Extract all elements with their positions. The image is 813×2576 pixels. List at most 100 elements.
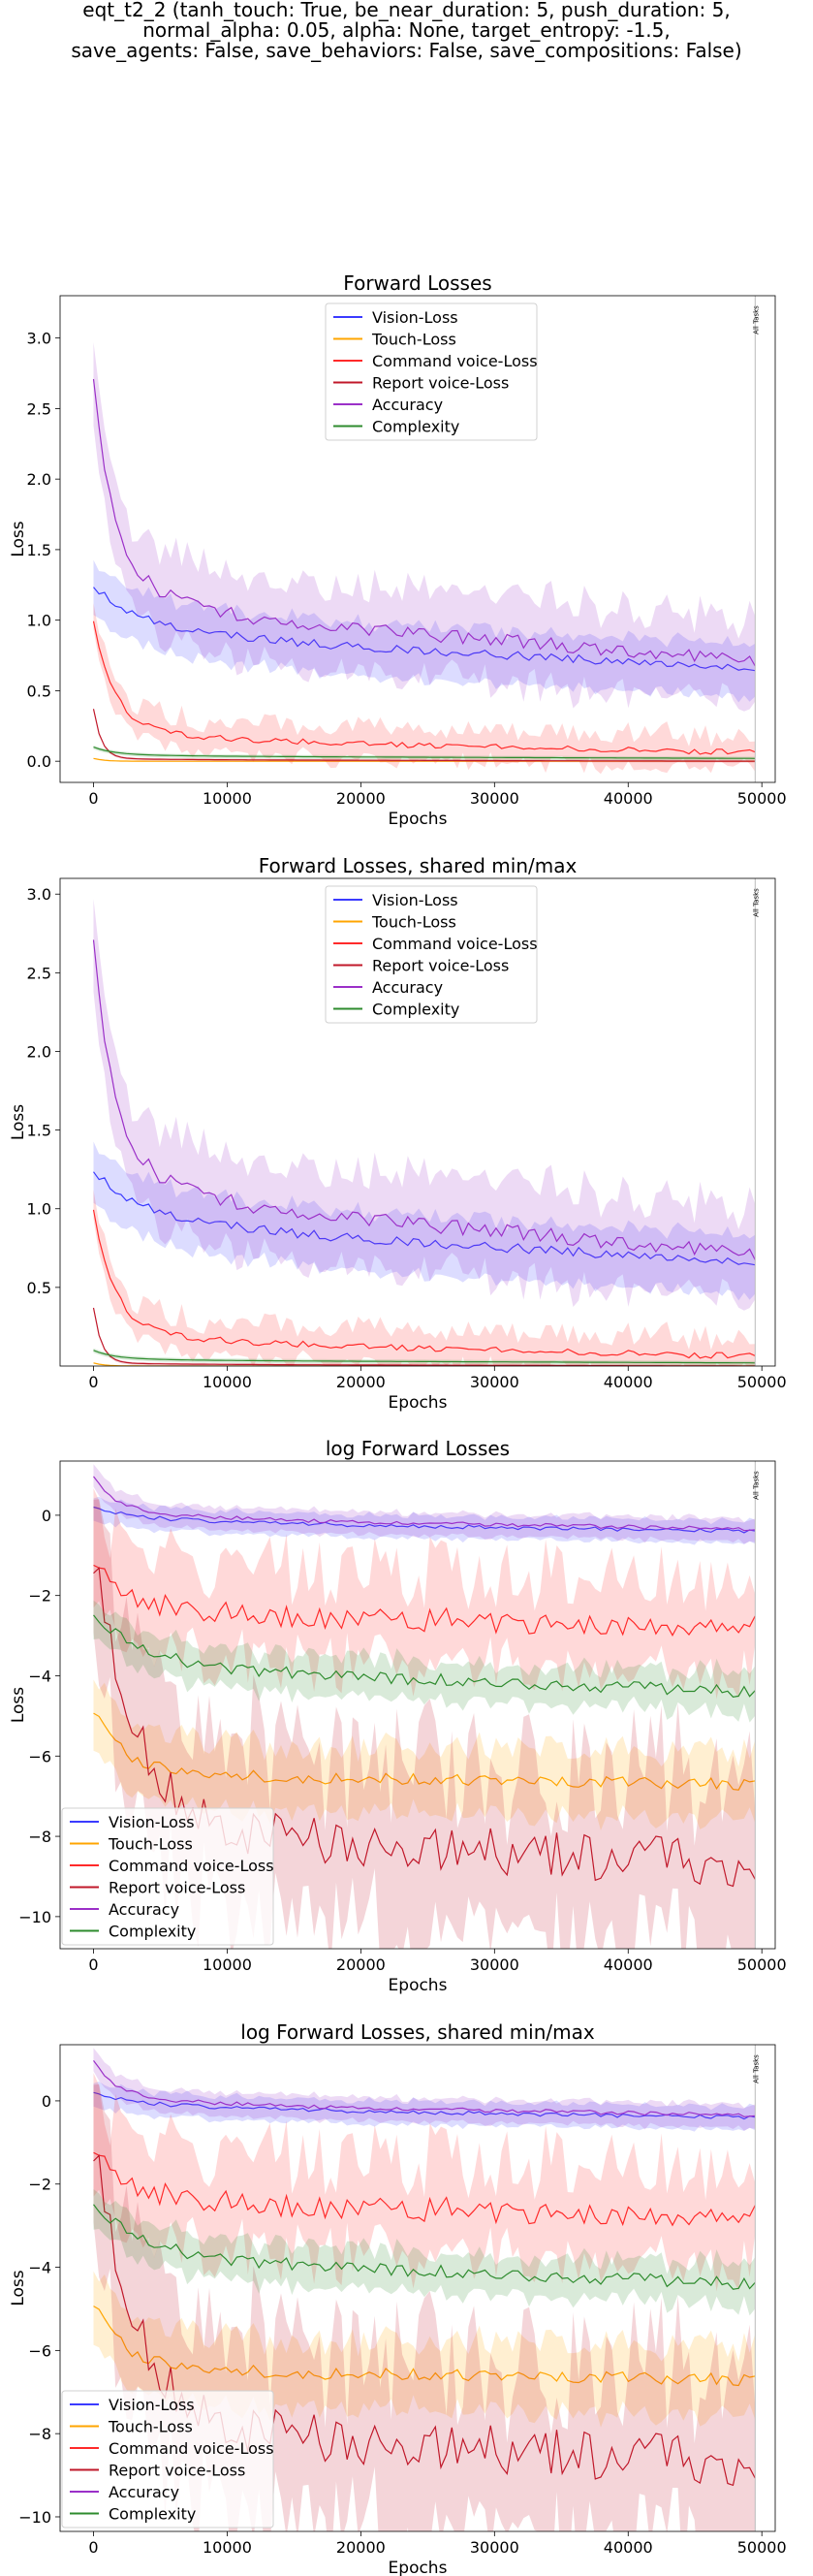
series-line-accuracy xyxy=(92,378,756,667)
y-axis-label: Loss xyxy=(9,1104,28,1140)
legend-label-report: Report voice-Loss xyxy=(372,957,509,975)
series-band-command xyxy=(93,2073,756,2292)
x-tick-label: 30000 xyxy=(470,2538,519,2557)
legend-box xyxy=(61,2390,274,2528)
x-tick-label: 30000 xyxy=(470,789,519,808)
legend-label-complexity: Complexity xyxy=(109,1923,196,1941)
chart-panel-3: All Tasks 0 10000 20000 30000 40000 50000 −10 −8… xyxy=(9,1437,787,1995)
legend-label-report: Report voice-Loss xyxy=(109,2462,245,2480)
x-tick-label: 10000 xyxy=(203,1956,252,1974)
legend-label-report: Report voice-Loss xyxy=(109,1879,245,1897)
x-tick-label: 10000 xyxy=(203,789,252,808)
legend-label-touch: Touch-Loss xyxy=(108,2418,193,2436)
y-tick-label: −8 xyxy=(28,2425,51,2443)
x-axis-label: Epochs xyxy=(389,1976,448,1995)
x-tick-label: 0 xyxy=(88,1373,98,1391)
series-line-accuracy xyxy=(93,2060,756,2117)
legend-label-complexity: Complexity xyxy=(109,2505,196,2524)
legend: Vision-Loss Touch-Loss Command voice-Loss R… xyxy=(61,2390,274,2528)
series-band-command xyxy=(93,603,756,775)
legend-label-command: Command voice-Loss xyxy=(372,935,538,953)
legend-label-report: Report voice-Loss xyxy=(372,374,509,393)
legend-label-touch: Touch-Loss xyxy=(108,1835,193,1854)
x-tick-label: 0 xyxy=(88,1956,98,1974)
chart-title: log Forward Losses xyxy=(326,1437,510,1460)
series-band-vision xyxy=(93,1496,756,1545)
legend-label-command: Command voice-Loss xyxy=(372,352,538,370)
task-marker-label: All Tasks xyxy=(752,305,760,334)
series-line-report xyxy=(92,709,756,762)
legend-label-complexity: Complexity xyxy=(372,418,459,436)
task-marker-label: All Tasks xyxy=(752,1471,760,1500)
x-tick-label: 10000 xyxy=(203,1373,252,1391)
y-tick-label: −2 xyxy=(28,2176,51,2194)
x-tick-label: 50000 xyxy=(737,2538,787,2557)
chart-panel-2: All Tasks 0 10000 20000 30000 40000 50000 0.5 1.… xyxy=(9,854,787,1413)
y-tick-label: 1.0 xyxy=(27,1200,51,1219)
y-tick-label: −6 xyxy=(28,2341,51,2360)
y-tick-label: 1.0 xyxy=(27,612,51,630)
series-line-complexity xyxy=(93,1614,756,1698)
legend-label-complexity: Complexity xyxy=(372,1001,459,1019)
y-tick-label: −10 xyxy=(18,2508,51,2527)
series-band-complexity xyxy=(93,1600,756,1723)
x-tick-label: 50000 xyxy=(737,1956,787,1974)
x-tick-label: 0 xyxy=(88,2538,98,2557)
x-axis-label: Epochs xyxy=(389,1393,448,1413)
series-band-command xyxy=(93,1488,756,1700)
series-line-complexity xyxy=(93,2204,756,2290)
x-tick-label: 30000 xyxy=(470,1956,519,1974)
legend: Vision-Loss Touch-Loss Command voice-Loss R… xyxy=(325,302,538,441)
x-tick-label: 20000 xyxy=(336,1956,386,1974)
x-tick-label: 40000 xyxy=(604,2538,653,2557)
legend-label-vision: Vision-Loss xyxy=(109,1813,195,1831)
series-line-complexity xyxy=(93,747,756,759)
series-line-report xyxy=(93,1567,756,1888)
series-band-vision xyxy=(93,559,756,703)
axes-frame xyxy=(59,877,776,1367)
chart-panel-1: All Tasks 0 10000 20000 30000 40000 50000 0.0 0.… xyxy=(9,271,787,829)
y-tick-label: 2.0 xyxy=(27,470,51,489)
series-line-accuracy xyxy=(92,939,756,1260)
y-tick-label: 2.5 xyxy=(27,964,51,982)
suptitle-line: save_agents: False, save_behaviors: Fals… xyxy=(71,39,742,62)
x-tick-label: 10000 xyxy=(203,2538,252,2557)
suptitle-line: normal_alpha: 0.05, alpha: None, target_… xyxy=(142,18,671,42)
series-band-accuracy xyxy=(93,342,756,712)
y-tick-label: 1.5 xyxy=(27,1122,51,1140)
figure-suptitle: eqt_t2_2 (tanh_touch: True, be_near_dura… xyxy=(0,0,813,61)
x-tick-label: 20000 xyxy=(336,789,386,808)
legend-box xyxy=(325,302,538,441)
legend-label-accuracy: Accuracy xyxy=(109,1900,179,1919)
y-tick-label: 3.0 xyxy=(27,330,51,348)
legend-label-vision: Vision-Loss xyxy=(372,308,458,327)
legend-label-touch: Touch-Loss xyxy=(371,913,456,932)
y-tick-label: 2.5 xyxy=(27,399,51,418)
y-tick-label: −10 xyxy=(18,1908,51,1926)
series-line-vision xyxy=(93,1171,756,1266)
y-tick-label: 2.0 xyxy=(27,1042,51,1061)
y-tick-label: 0.5 xyxy=(27,1279,51,1297)
series-band-accuracy xyxy=(93,2048,756,2131)
legend-label-vision: Vision-Loss xyxy=(372,891,458,909)
series-band-accuracy xyxy=(93,899,756,1311)
chart-panel-4: All Tasks 0 10000 20000 30000 40000 50000 −10 −8… xyxy=(9,2020,787,2576)
series-band-vision xyxy=(93,1141,756,1301)
y-tick-label: 0 xyxy=(42,1507,51,1525)
chart-title: Forward Losses, shared min/max xyxy=(259,854,578,877)
x-axis-label: Epochs xyxy=(389,810,448,829)
suptitle-line: eqt_t2_2 (tanh_touch: True, be_near_dura… xyxy=(82,0,731,21)
x-axis-label: Epochs xyxy=(389,2559,448,2576)
plot-area xyxy=(92,342,756,775)
legend-label-command: Command voice-Loss xyxy=(109,2439,274,2458)
x-tick-label: 50000 xyxy=(737,1373,787,1391)
legend: Vision-Loss Touch-Loss Command voice-Loss R… xyxy=(61,1807,274,1946)
series-band-touch xyxy=(93,2271,756,2428)
y-tick-label: −8 xyxy=(28,1828,51,1846)
y-tick-label: 0.5 xyxy=(27,682,51,700)
plot-area xyxy=(92,899,756,1366)
legend-label-command: Command voice-Loss xyxy=(109,1857,274,1875)
legend-label-accuracy: Accuracy xyxy=(372,396,443,414)
series-line-touch xyxy=(93,1712,756,1791)
